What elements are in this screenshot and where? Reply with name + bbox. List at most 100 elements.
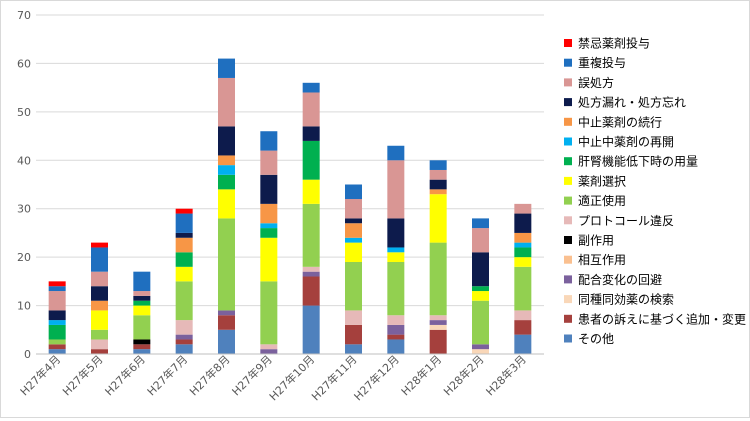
legend-swatch bbox=[564, 314, 572, 323]
legend-label: 適正使用 bbox=[578, 193, 626, 208]
bar-segment bbox=[429, 324, 447, 330]
bar-segment bbox=[345, 184, 362, 200]
bar-segment bbox=[91, 339, 108, 350]
legend-swatch bbox=[564, 137, 572, 146]
legend-label: 中止中薬剤の再開 bbox=[578, 134, 674, 149]
legend-label: プロトコール違反 bbox=[578, 214, 674, 228]
bar-segment bbox=[175, 339, 193, 345]
bar-segment bbox=[260, 174, 278, 204]
bar-segment bbox=[175, 320, 193, 335]
y-tick-label: 40 bbox=[17, 154, 31, 167]
bar-segment bbox=[472, 291, 489, 301]
bar-segment bbox=[218, 310, 235, 316]
legend-swatch bbox=[564, 117, 572, 126]
bar-segment bbox=[387, 252, 405, 262]
bar-segment bbox=[387, 247, 405, 253]
legend-swatch bbox=[564, 98, 572, 107]
legend-swatch bbox=[564, 295, 572, 304]
bar-segment bbox=[133, 315, 151, 340]
bar-segment bbox=[175, 281, 193, 321]
bar-segment bbox=[472, 286, 489, 292]
bar-segment bbox=[302, 271, 320, 277]
bar-segment bbox=[429, 169, 447, 180]
bar-segment bbox=[48, 324, 66, 340]
bar-segment bbox=[218, 155, 235, 166]
bar-segment bbox=[429, 160, 447, 170]
bar-segment bbox=[429, 194, 447, 243]
bar-segment bbox=[260, 150, 278, 175]
bar-segment bbox=[302, 82, 320, 93]
bar-segment bbox=[133, 344, 151, 350]
bar-segment bbox=[429, 189, 447, 195]
bar-segment bbox=[514, 203, 532, 214]
bar-segment bbox=[302, 126, 320, 141]
bar-segment bbox=[472, 344, 489, 350]
bar-segment bbox=[260, 344, 278, 350]
bar-segment bbox=[429, 315, 447, 321]
bar-segment bbox=[48, 286, 66, 292]
bar-segment bbox=[387, 160, 405, 219]
bar-segment bbox=[429, 179, 447, 190]
bar-segment bbox=[48, 349, 66, 354]
bar-segment bbox=[218, 315, 235, 330]
bar-segment bbox=[48, 291, 66, 311]
legend: 禁忌薬剤投与重複投与誤処方処方漏れ・処方忘れ中止薬剤の続行中止中薬剤の再開肝腎機… bbox=[564, 36, 746, 346]
legend-label: その他 bbox=[578, 332, 614, 346]
bar-segment bbox=[387, 339, 405, 354]
bar-segment bbox=[472, 218, 489, 229]
bars bbox=[48, 58, 532, 354]
bar-segment bbox=[514, 257, 532, 267]
legend-label: 処方漏れ・処方忘れ bbox=[578, 95, 686, 110]
bar-segment bbox=[345, 324, 362, 345]
x-tick-label: H27年7月 bbox=[144, 352, 190, 398]
bar-segment bbox=[345, 242, 362, 262]
bar-segment bbox=[48, 310, 66, 321]
legend-label: 誤処方 bbox=[578, 75, 614, 90]
y-tick-label: 70 bbox=[17, 9, 31, 22]
legend-label: 同種同効薬の検索 bbox=[578, 292, 674, 307]
bar-segment bbox=[133, 339, 151, 345]
bar-segment bbox=[175, 266, 193, 282]
bar-segment bbox=[218, 218, 235, 311]
bar-segment bbox=[472, 228, 489, 253]
legend-label: 相互作用 bbox=[578, 253, 626, 267]
x-tick-label: H27年9月 bbox=[229, 352, 275, 398]
x-tick-label: H27年8月 bbox=[186, 352, 232, 398]
bar-segment bbox=[260, 349, 278, 354]
bar-segment bbox=[345, 237, 362, 243]
bar-segment bbox=[218, 77, 235, 127]
bar-segment bbox=[345, 344, 362, 354]
bar-segment bbox=[514, 266, 532, 311]
legend-swatch bbox=[564, 275, 572, 284]
bar-segment bbox=[175, 232, 193, 238]
legend-label: 禁忌薬剤投与 bbox=[578, 36, 650, 51]
legend-swatch bbox=[564, 236, 572, 244]
bar-segment bbox=[218, 165, 235, 175]
bar-segment bbox=[260, 203, 278, 224]
bar-segment bbox=[472, 300, 489, 345]
gridlines bbox=[36, 14, 544, 307]
bar-segment bbox=[514, 320, 532, 335]
x-tick-label: H28年2月 bbox=[440, 352, 486, 398]
y-tick-label: 20 bbox=[17, 251, 31, 264]
bar-segment bbox=[175, 208, 193, 214]
legend-label: 配合変化の回避 bbox=[578, 272, 662, 287]
bar-segment bbox=[260, 223, 278, 229]
bar-segment bbox=[133, 305, 151, 316]
legend-label: 重複投与 bbox=[578, 55, 626, 70]
legend-swatch bbox=[564, 58, 572, 67]
bar-segment bbox=[514, 310, 532, 321]
bar-segment bbox=[133, 291, 151, 296]
bar-segment bbox=[48, 339, 66, 345]
bar-segment bbox=[91, 286, 108, 301]
legend-label: 中止薬剤の続行 bbox=[578, 114, 662, 129]
bar-segment bbox=[218, 329, 235, 354]
y-tick-label: 0 bbox=[24, 348, 31, 361]
bar-segment bbox=[260, 228, 278, 238]
bar-segment bbox=[302, 266, 320, 272]
bar-segment bbox=[175, 213, 193, 233]
bar-segment bbox=[133, 349, 151, 354]
bar-segment bbox=[472, 252, 489, 287]
bar-segment bbox=[302, 276, 320, 306]
